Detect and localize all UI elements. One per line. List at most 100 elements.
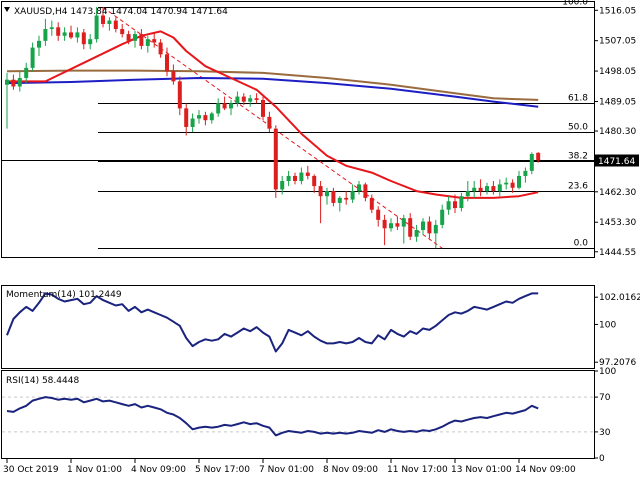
sma-brown-line — [6, 69, 539, 101]
price-panel-frame — [1, 1, 595, 258]
price-tick-label: 1498.05 — [599, 67, 636, 77]
candle-body — [190, 118, 195, 127]
candle — [318, 181, 323, 224]
candle — [49, 20, 54, 36]
candle-body — [75, 32, 80, 38]
momentum-tick-label: 97.2076 — [599, 358, 636, 368]
candle — [101, 7, 105, 28]
price-tick-label: 1453.30 — [599, 218, 636, 228]
candle-body — [267, 116, 272, 129]
candle — [254, 93, 259, 104]
chart-header: XAUUSD,H4 1473.84 1474.04 1470.94 1471.6… — [14, 7, 228, 17]
candle-body — [222, 103, 227, 109]
current-price-label: 1471.64 — [598, 157, 635, 167]
candle — [382, 214, 387, 246]
candle — [235, 91, 240, 107]
rsi-series — [2, 396, 594, 437]
momentum-tick-label: 100 — [599, 320, 616, 330]
candle-body — [357, 184, 361, 192]
candle — [293, 172, 297, 185]
candle-body — [472, 187, 477, 192]
rsi-tick-label: 0 — [599, 454, 605, 464]
time-tick-label: 4 Nov 09:00 — [131, 465, 186, 475]
candle-body — [254, 98, 259, 100]
candle — [267, 111, 272, 133]
time-tick-label: 13 Nov 01:00 — [451, 465, 512, 475]
candle-body — [440, 209, 445, 225]
candle — [56, 22, 61, 41]
candle-body — [408, 218, 413, 237]
candle-body — [286, 175, 291, 182]
fib-level-label: 38.2 — [568, 152, 588, 162]
time-tick-label: 14 Nov 09:00 — [515, 465, 576, 475]
time-tick-label: 8 Nov 09:00 — [323, 465, 378, 475]
candle — [120, 23, 125, 38]
candle-body — [344, 197, 349, 200]
candle — [344, 191, 349, 205]
rsi-tick-label: 30 — [599, 428, 611, 438]
candle — [536, 152, 541, 163]
time-tick-label: 11 Nov 17:00 — [387, 465, 448, 475]
candle-body — [491, 186, 496, 192]
candle-body — [49, 27, 54, 30]
candle-body — [325, 191, 329, 197]
candle — [126, 30, 131, 45]
candle-body — [363, 184, 368, 198]
candle — [216, 98, 221, 117]
time-tick-label: 30 Oct 2019 — [3, 465, 59, 475]
candle-body — [43, 29, 48, 41]
candle — [286, 170, 291, 187]
candle-body — [139, 34, 144, 46]
candle-body — [158, 42, 163, 55]
candle-body — [248, 98, 253, 102]
candle — [171, 64, 176, 85]
momentum-panel: 102.0162 100 97.2076 Momentum(14) 101.2449 — [1, 285, 640, 369]
candle — [491, 181, 496, 195]
price-tick-label: 1480.30 — [599, 127, 636, 137]
candle — [465, 181, 470, 202]
candle — [184, 103, 189, 136]
candle-body — [369, 197, 374, 210]
candle-body — [107, 20, 112, 24]
candle-body — [17, 77, 22, 87]
candle-body — [241, 96, 246, 102]
candle — [485, 182, 489, 195]
candle — [280, 175, 285, 195]
candle — [331, 187, 336, 207]
candle — [273, 125, 278, 198]
momentum-tick-label: 102.0162 — [599, 293, 640, 303]
candle — [427, 216, 432, 239]
fib-level-label: 0.0 — [574, 239, 589, 249]
candle-body — [113, 20, 118, 30]
price-tick-label: 1444.55 — [599, 248, 636, 258]
candle-body — [433, 224, 438, 234]
candle-body — [101, 15, 105, 24]
rsi-tick-label: 100 — [599, 367, 616, 377]
candle-body — [126, 34, 131, 41]
candle — [440, 204, 445, 229]
candle-body — [312, 175, 317, 187]
candle-body — [421, 221, 425, 230]
candle-body — [62, 32, 67, 36]
time-tick-label: 7 Nov 01:00 — [259, 465, 314, 475]
candle-body — [485, 186, 489, 192]
candle — [510, 179, 515, 193]
momentum-axis: 102.0162 100 97.2076 — [594, 293, 640, 368]
momentum-panel-frame — [1, 285, 595, 369]
price-tick-label: 1462.30 — [599, 188, 636, 198]
candle-body — [414, 229, 419, 237]
momentum-series — [6, 292, 539, 353]
candle — [357, 181, 361, 195]
candle-body — [504, 182, 509, 185]
candle-body — [177, 81, 182, 109]
candle-body — [305, 172, 310, 176]
rsi-line — [6, 396, 539, 437]
momentum-label: Momentum(14) 101.2449 — [6, 290, 122, 300]
price-tick-label: 1489.05 — [599, 97, 636, 107]
candle — [145, 35, 150, 53]
candle — [43, 18, 48, 46]
candle — [107, 17, 112, 31]
candle-body — [446, 201, 451, 210]
candle — [312, 174, 317, 193]
time-tick-label: 1 Nov 01:00 — [67, 465, 122, 475]
